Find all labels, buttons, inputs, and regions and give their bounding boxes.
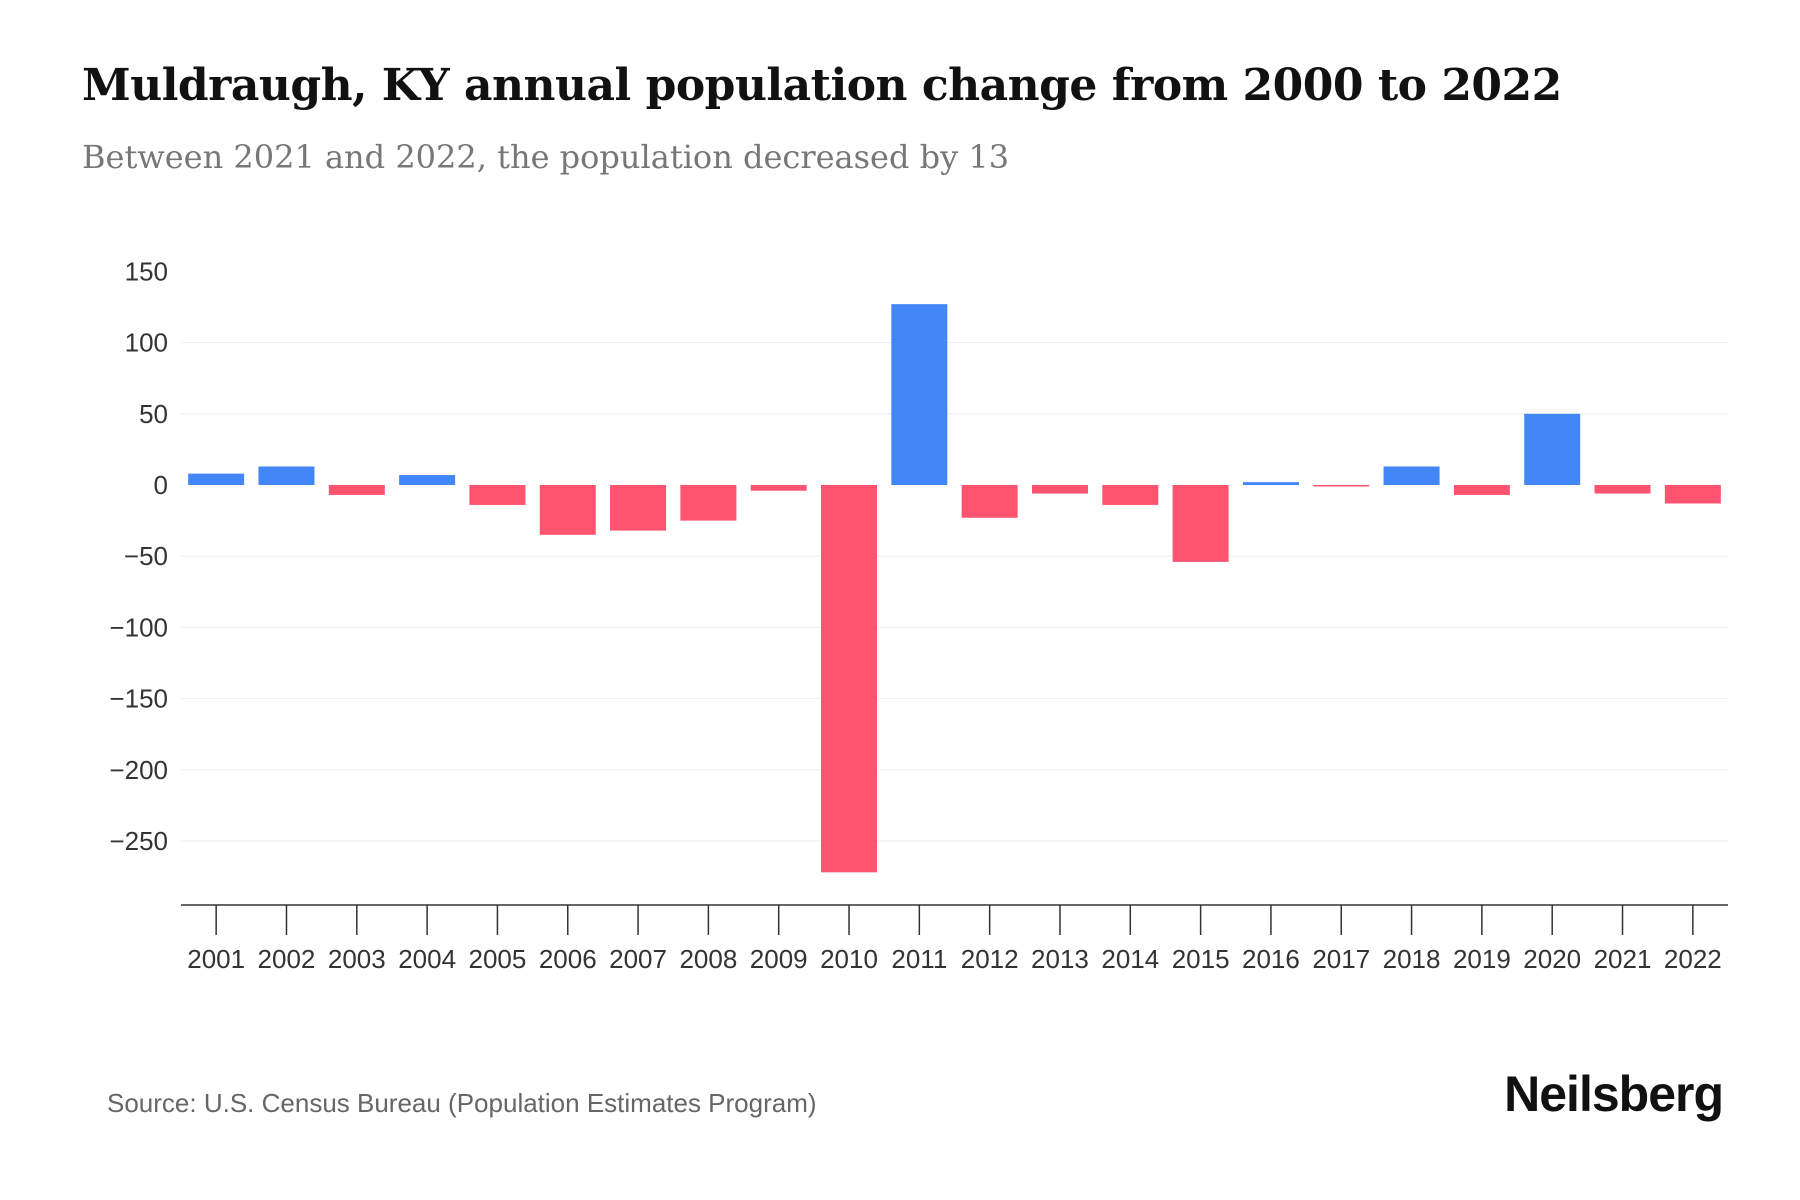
- bar-2002: [258, 466, 315, 485]
- y-tick-label: −250: [109, 826, 168, 856]
- bar-2014: [1102, 485, 1159, 505]
- x-tick-label: 2020: [1523, 944, 1581, 974]
- chart-subtitle: Between 2021 and 2022, the population de…: [82, 138, 1010, 176]
- bar-2020: [1524, 413, 1581, 485]
- x-tick-label: 2008: [679, 944, 737, 974]
- bar-2008: [680, 485, 737, 521]
- y-tick-label: 0: [154, 470, 168, 500]
- x-tick-label: 2004: [398, 944, 456, 974]
- x-tick-label: 2016: [1242, 944, 1300, 974]
- bar-2016: [1242, 482, 1299, 485]
- y-tick-label: −100: [109, 612, 168, 642]
- x-tick-label: 2018: [1383, 944, 1441, 974]
- bar-2018: [1383, 466, 1440, 485]
- x-tick-label: 2021: [1594, 944, 1652, 974]
- neilsberg-logo: Neilsberg: [1504, 1066, 1724, 1122]
- bar-2021: [1594, 485, 1651, 494]
- bar-2001: [188, 473, 245, 485]
- x-tick-label: 2001: [187, 944, 245, 974]
- bar-2004: [399, 475, 456, 485]
- bar-2022: [1664, 485, 1721, 504]
- bar-2017: [1313, 485, 1370, 487]
- source-note: Source: U.S. Census Bureau (Population E…: [107, 1088, 817, 1118]
- bar-2013: [1031, 485, 1088, 494]
- y-tick-label: 150: [125, 256, 168, 286]
- chart-title: Muldraugh, KY annual population change f…: [82, 60, 1562, 111]
- bar-2003: [328, 485, 385, 495]
- y-tick-label: −150: [109, 684, 168, 714]
- x-tick-label: 2014: [1101, 944, 1159, 974]
- bar-2011: [891, 304, 948, 485]
- bar-2009: [750, 485, 807, 491]
- y-tick-label: −50: [124, 541, 168, 571]
- x-tick-label: 2012: [961, 944, 1019, 974]
- x-tick-label: 2003: [328, 944, 386, 974]
- x-tick-label: 2022: [1664, 944, 1722, 974]
- x-tick-label: 2019: [1453, 944, 1511, 974]
- y-tick-label: 100: [125, 328, 168, 358]
- x-tick-label: 2009: [750, 944, 808, 974]
- x-tick-label: 2005: [469, 944, 527, 974]
- x-tick-label: 2007: [609, 944, 667, 974]
- x-tick-label: 2017: [1312, 944, 1370, 974]
- bar-2012: [961, 485, 1018, 518]
- bar-2007: [610, 485, 667, 531]
- bar-2005: [469, 485, 526, 505]
- x-tick-label: 2002: [258, 944, 316, 974]
- x-tick-label: 2015: [1172, 944, 1230, 974]
- x-tick-label: 2006: [539, 944, 597, 974]
- bar-2006: [539, 485, 596, 535]
- bar-2010: [821, 485, 878, 873]
- x-tick-label: 2013: [1031, 944, 1089, 974]
- x-tick-label: 2010: [820, 944, 878, 974]
- x-tick-label: 2011: [891, 944, 947, 974]
- y-tick-label: 50: [139, 399, 168, 429]
- bar-2019: [1453, 485, 1510, 495]
- y-tick-label: −200: [109, 755, 168, 785]
- bar-2015: [1172, 485, 1229, 562]
